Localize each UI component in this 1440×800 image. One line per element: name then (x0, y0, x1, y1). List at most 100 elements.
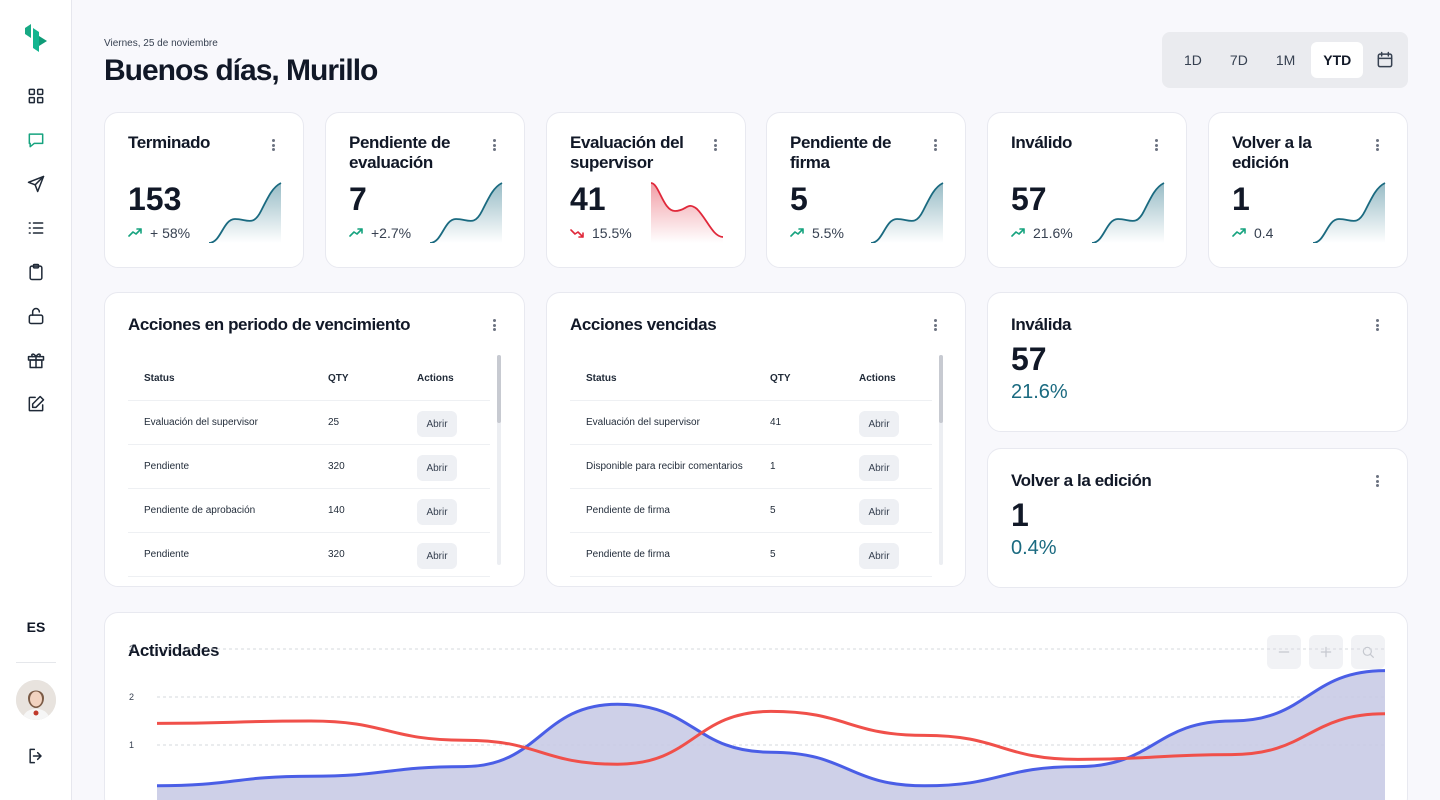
avatar[interactable] (16, 680, 56, 720)
trend-up-icon (1011, 228, 1025, 237)
chat-icon[interactable] (24, 128, 48, 152)
unlock-icon[interactable] (24, 304, 48, 328)
more-options-icon[interactable] (708, 138, 722, 152)
row-status: Pendiente de firma (586, 549, 670, 560)
row-status: Pendiente (144, 461, 190, 472)
table-row: Pendiente de aprobación 140 Abrir (128, 489, 490, 533)
send-icon[interactable] (24, 172, 48, 196)
open-button[interactable]: Abrir (417, 411, 457, 437)
date-range-selector: 1D 7D 1M YTD (1162, 32, 1408, 88)
row-status: Disponible para recibir comentarios (586, 461, 743, 472)
table-header: Status QTY Actions (570, 357, 932, 401)
activities-chart: 3 2 1 (129, 644, 1386, 800)
open-button[interactable]: Abrir (417, 499, 457, 525)
trend-down-icon (570, 229, 584, 238)
range-ytd-button[interactable]: YTD (1311, 42, 1364, 78)
stat-title: Pendiente de firma (790, 133, 892, 172)
table-scrollbar[interactable] (497, 355, 501, 565)
sparkline-line (208, 182, 282, 243)
calendar-icon[interactable] (1367, 42, 1403, 78)
row-qty: 320 (328, 549, 345, 560)
open-button[interactable]: Abrir (859, 543, 899, 569)
stat-value: 41 (570, 181, 606, 217)
scrollbar-thumb[interactable] (497, 355, 501, 423)
sparkline-line (650, 182, 724, 238)
card-title: Acciones vencidas (570, 315, 717, 334)
open-button[interactable]: Abrir (859, 411, 899, 437)
column-header: Status (586, 373, 617, 384)
stat-value: 1 (1232, 181, 1250, 217)
sparkline (650, 182, 724, 243)
stat-trend: 5.5% (790, 225, 844, 241)
list-icon[interactable] (24, 216, 48, 240)
more-options-icon[interactable] (1370, 318, 1384, 332)
zoom-search-button[interactable] (1351, 635, 1385, 669)
more-options-icon[interactable] (928, 138, 942, 152)
sidebar-divider (16, 662, 56, 663)
stat-trend: 15.5% (570, 225, 632, 241)
row-qty: 5 (770, 549, 776, 560)
stat-title: Evaluación del supervisor (570, 133, 684, 172)
sparkline (208, 182, 282, 243)
more-options-icon[interactable] (928, 318, 942, 332)
search-icon (1362, 646, 1374, 658)
logout-icon[interactable] (24, 744, 48, 768)
more-options-icon[interactable] (1149, 138, 1163, 152)
sparkline-area (430, 183, 502, 243)
sparkline-area (651, 183, 723, 243)
page-title: Buenos días, Murillo (104, 54, 378, 87)
trend-up-icon (1232, 228, 1246, 237)
stat-value: 153 (128, 181, 182, 217)
open-button[interactable]: Abrir (417, 455, 457, 481)
table-row: Disponible para recibir comentarios 1 Ab… (570, 445, 932, 489)
zoom-out-button[interactable] (1267, 635, 1301, 669)
row-status: Evaluación del supervisor (586, 417, 700, 428)
more-options-icon[interactable] (487, 318, 501, 332)
open-button[interactable]: Abrir (417, 543, 457, 569)
column-header: QTY (770, 373, 791, 384)
range-7d-button[interactable]: 7D (1229, 52, 1248, 68)
stat-trend-value: 5.5% (812, 225, 844, 241)
column-header: Actions (859, 373, 896, 384)
scrollbar-thumb[interactable] (939, 355, 943, 423)
clipboard-icon[interactable] (24, 260, 48, 284)
stat-trend-value: +2.7% (371, 225, 412, 241)
y-tick-label: 3 (129, 644, 134, 654)
invalid-summary-card: Inválida 57 21.6% (987, 292, 1408, 432)
minus-icon (1278, 651, 1290, 653)
series-line-1 (156, 709, 1386, 766)
sidebar: ES (0, 0, 72, 800)
trend-up-icon (790, 228, 804, 237)
table-scrollbar[interactable] (939, 355, 943, 565)
brand-logo[interactable] (23, 22, 49, 54)
table-row: Evaluación del supervisor 25 Abrir (128, 401, 490, 445)
range-1m-button[interactable]: 1M (1275, 52, 1296, 68)
plus-icon (1320, 646, 1332, 658)
stat-trend: +2.7% (349, 225, 411, 241)
row-qty: 1 (770, 461, 776, 472)
stat-trend: 21.6% (1011, 225, 1073, 241)
more-options-icon[interactable] (1370, 138, 1384, 152)
more-options-icon[interactable] (487, 138, 501, 152)
dashboard-icon[interactable] (24, 84, 48, 108)
edit-icon[interactable] (24, 392, 48, 416)
sparkline-area (871, 183, 943, 243)
table-header: Status QTY Actions (128, 357, 490, 401)
more-options-icon[interactable] (1370, 474, 1384, 488)
range-1d-button[interactable]: 1D (1184, 52, 1202, 68)
activities-card: Actividades 3 2 1 (104, 612, 1408, 800)
open-button[interactable]: Abrir (859, 455, 899, 481)
open-button[interactable]: Abrir (859, 499, 899, 525)
more-options-icon[interactable] (266, 138, 280, 152)
table-row: Pendiente 320 Abrir (128, 445, 490, 489)
gift-icon[interactable] (24, 348, 48, 372)
expiring-actions-card: Acciones en periodo de vencimiento Statu… (104, 292, 525, 587)
table-row: Pendiente 320 Abrir (128, 533, 490, 577)
row-qty: 25 (328, 417, 340, 428)
overdue-actions-card: Acciones vencidas Status QTY Actions Eva… (546, 292, 966, 587)
row-status: Pendiente (144, 549, 190, 560)
language-selector[interactable]: ES (26, 619, 46, 635)
card-title: Acciones en periodo de vencimiento (128, 315, 411, 334)
zoom-in-button[interactable] (1309, 635, 1343, 669)
summary-value: 1 (1011, 497, 1029, 533)
